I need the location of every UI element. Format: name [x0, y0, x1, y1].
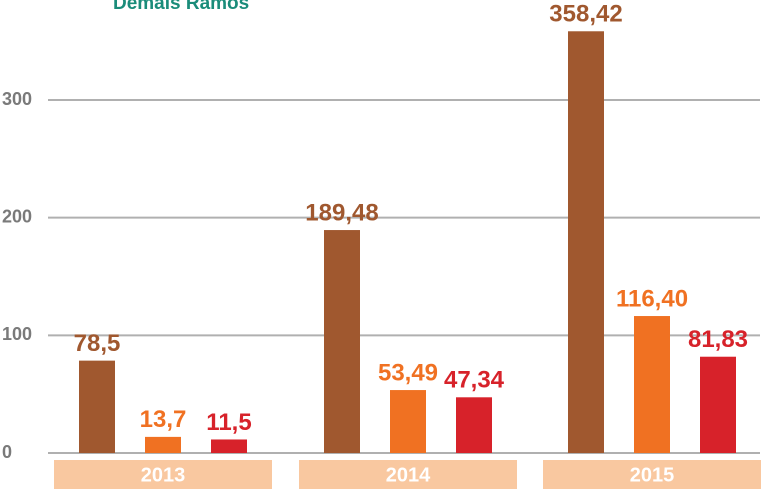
category-box: [54, 460, 272, 489]
y-tick-label: 300: [2, 89, 32, 109]
value-label: 78,5: [74, 330, 121, 357]
x-tick-label: 2015: [630, 464, 675, 486]
x-tick-label: 2013: [141, 464, 186, 486]
category-box: [543, 460, 761, 489]
value-label: 189,48: [305, 199, 378, 226]
bar: [79, 360, 115, 453]
bar: [145, 436, 181, 453]
y-tick-label: 0: [2, 442, 12, 462]
value-label: 47,34: [444, 367, 505, 394]
category-box: [299, 460, 517, 489]
value-label: 11,5: [206, 409, 251, 436]
bar: [211, 439, 247, 453]
y-tick-label: 100: [2, 324, 32, 344]
legend-text: Demais Ramos: [113, 0, 249, 14]
bar: [390, 390, 426, 453]
y-tick-label: 200: [2, 206, 32, 226]
value-label: 358,42: [549, 1, 622, 28]
x-tick-label: 2014: [386, 464, 431, 486]
bar: [700, 356, 736, 453]
bar: [634, 316, 670, 453]
value-label: 116,40: [616, 285, 688, 312]
bar: [456, 397, 492, 453]
value-label: 53,49: [378, 359, 438, 386]
value-label: 13,7: [140, 406, 187, 433]
bar: [568, 31, 604, 453]
value-label: 81,83: [688, 326, 748, 353]
bar: [324, 230, 360, 453]
